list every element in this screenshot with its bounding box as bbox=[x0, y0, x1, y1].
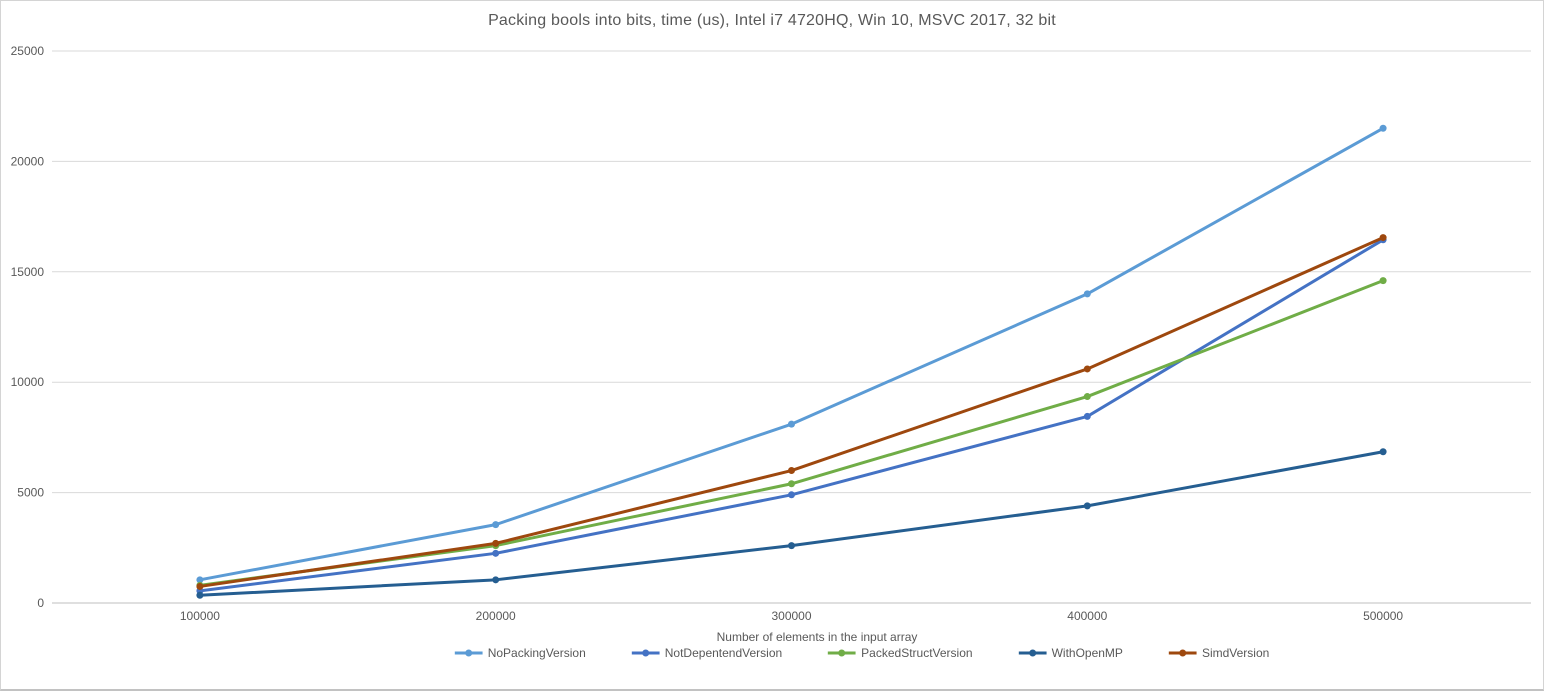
x-tick-label: 500000 bbox=[1363, 609, 1403, 623]
y-tick-label: 25000 bbox=[11, 44, 45, 58]
legend-marker-icon bbox=[631, 649, 660, 657]
data-point-SimdVersion bbox=[492, 539, 500, 547]
series-line-SimdVersion bbox=[198, 236, 1385, 588]
y-tick-label: 20000 bbox=[11, 154, 45, 168]
series-line-NotDepentendVersion bbox=[198, 238, 1385, 593]
legend-label: SimdVersion bbox=[1201, 646, 1270, 660]
series-PackedStructVersion bbox=[196, 277, 1387, 589]
data-point-SimdVersion bbox=[196, 582, 204, 590]
legend-label: NoPackingVersion bbox=[487, 646, 586, 660]
legend-marker-icon bbox=[828, 649, 857, 657]
data-point-NoPackingVersion bbox=[492, 521, 500, 529]
data-point-WithOpenMP bbox=[1083, 502, 1091, 510]
data-point-WithOpenMP bbox=[788, 542, 795, 550]
legend-marker-icon bbox=[454, 649, 483, 657]
legend-item-NotDepentendVersion: NotDepentendVersion bbox=[631, 646, 783, 660]
chart-title: Packing bools into bits, time (us), Inte… bbox=[488, 12, 1056, 29]
series-WithOpenMP bbox=[196, 448, 1387, 599]
legend-dot-icon bbox=[1179, 649, 1187, 657]
data-point-NoPackingVersion bbox=[788, 420, 795, 428]
legend: NoPackingVersion NotDepentendVersion Packe… bbox=[454, 646, 1270, 660]
legend-dot-icon bbox=[465, 649, 473, 657]
legend-item-NoPackingVersion: NoPackingVersion bbox=[454, 646, 586, 660]
data-point-WithOpenMP bbox=[492, 576, 500, 584]
y-tick-label: 10000 bbox=[11, 375, 45, 389]
x-tick-label: 300000 bbox=[771, 609, 811, 623]
series-NoPackingVersion bbox=[196, 124, 1387, 584]
data-point-NotDepentendVersion bbox=[788, 491, 795, 499]
series-line-PackedStructVersion bbox=[198, 279, 1385, 587]
legend-item-PackedStructVersion: PackedStructVersion bbox=[828, 646, 973, 660]
legend-dot-icon bbox=[838, 649, 846, 657]
legend-item-SimdVersion: SimdVersion bbox=[1168, 646, 1270, 660]
data-point-SimdVersion bbox=[1083, 365, 1091, 373]
legend-label: NotDepentendVersion bbox=[664, 646, 783, 660]
x-tick-label: 200000 bbox=[476, 609, 516, 623]
data-point-PackedStructVersion bbox=[788, 480, 795, 488]
data-point-WithOpenMP bbox=[196, 591, 204, 599]
data-point-WithOpenMP bbox=[1379, 448, 1387, 456]
legend-marker-icon bbox=[1168, 649, 1197, 657]
data-point-NoPackingVersion bbox=[1083, 290, 1091, 298]
legend-dot-icon bbox=[1029, 649, 1037, 657]
series-SimdVersion bbox=[196, 234, 1387, 590]
data-point-NotDepentendVersion bbox=[492, 549, 500, 557]
data-point-NotDepentendVersion bbox=[1083, 412, 1091, 420]
x-tick-label: 100000 bbox=[180, 609, 220, 623]
data-point-NoPackingVersion bbox=[1379, 124, 1387, 132]
legend-label: PackedStructVersion bbox=[861, 646, 973, 660]
data-point-NoPackingVersion bbox=[196, 576, 204, 584]
legend-item-WithOpenMP: WithOpenMP bbox=[1018, 646, 1123, 660]
data-point-SimdVersion bbox=[788, 467, 795, 475]
y-tick-label: 5000 bbox=[17, 486, 44, 500]
series-NotDepentendVersion bbox=[196, 236, 1387, 595]
legend-dot-icon bbox=[642, 649, 650, 657]
y-tick-label: 0 bbox=[37, 596, 44, 610]
x-axis-title: Number of elements in the input array bbox=[716, 630, 918, 644]
series-line-NoPackingVersion bbox=[198, 126, 1385, 582]
legend-marker-icon bbox=[1018, 649, 1047, 657]
data-point-PackedStructVersion bbox=[1083, 393, 1091, 401]
y-tick-label: 15000 bbox=[11, 265, 45, 279]
x-tick-label: 400000 bbox=[1067, 609, 1107, 623]
data-point-PackedStructVersion bbox=[1379, 277, 1387, 285]
data-point-SimdVersion bbox=[1379, 234, 1387, 242]
legend-label: WithOpenMP bbox=[1051, 646, 1123, 660]
